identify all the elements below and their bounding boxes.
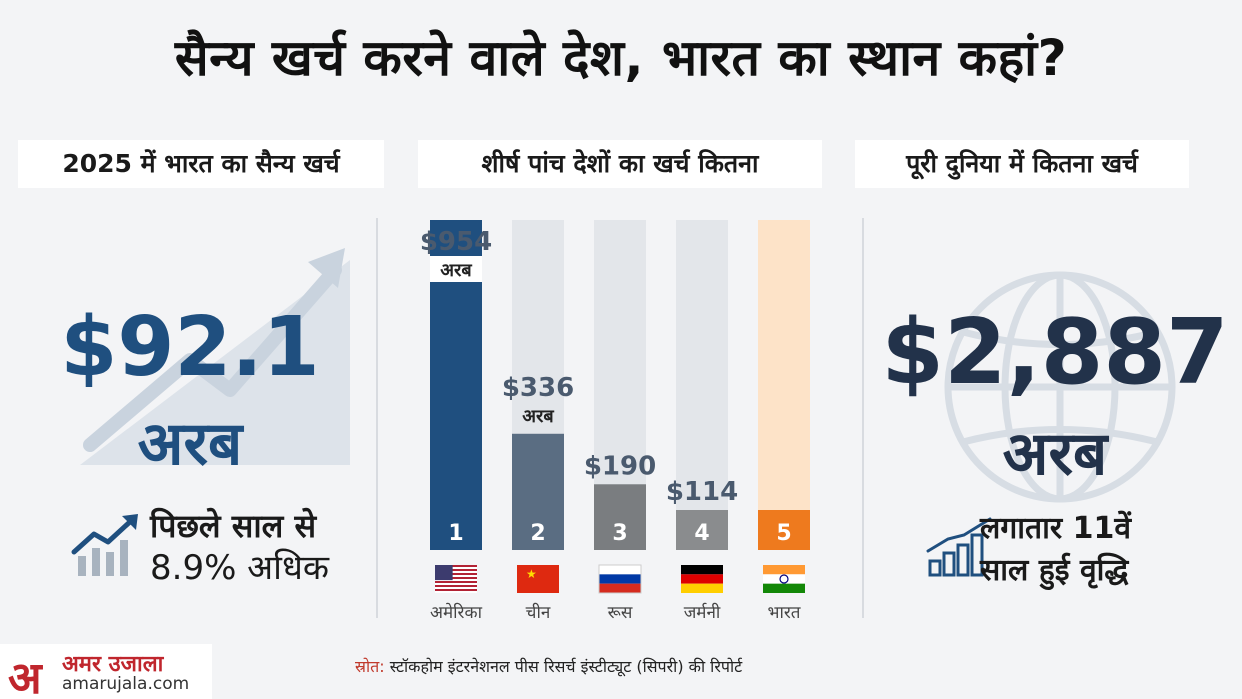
bar-rank-label: 3: [612, 521, 627, 546]
country-name-label: अमेरिका: [430, 602, 483, 623]
source-note: स्रोत: स्टॉकहोम इंटरनेशनल पीस रिसर्च इंस…: [355, 655, 742, 677]
country-name-label: जर्मनी: [684, 602, 721, 623]
bar: [594, 484, 646, 550]
bar-unit-label: अरब: [522, 406, 554, 427]
source-text: स्टॉकहोम इंटरनेशनल पीस रिसर्च इंस्टीट्यू…: [389, 657, 743, 676]
bar-growth-icon: [926, 517, 992, 577]
growth-chart-icon: [71, 514, 138, 576]
world-growth-line1: लगातार 11वें: [980, 511, 1132, 546]
right-divider: [862, 218, 864, 618]
india-growth-text: पिछले साल से 8.9% अधिक: [150, 505, 370, 589]
india-section-heading: 2025 में भारत का सैन्य खर्च: [18, 140, 384, 188]
bar-rank-label: 4: [694, 521, 709, 546]
source-label: स्रोत:: [355, 657, 385, 676]
bar-value-label: $336: [502, 373, 574, 403]
unit-label-bg: [430, 256, 482, 282]
top5-bar-chart: 1 $954 अरब अमेरिका 2 $336 अरब ★ चीन 3 $190 रूस 4 $114…: [420, 220, 810, 623]
bar-rank-label: 1: [448, 521, 463, 546]
bar: [676, 510, 728, 550]
bar: [758, 510, 810, 550]
india-growth-line1: पिछले साल से: [150, 507, 317, 545]
logo-mark: अ: [8, 653, 42, 699]
amarujala-logo: अ अमर उजाला amarujala.com: [0, 644, 212, 699]
country-name-label: चीन: [526, 602, 551, 623]
bar-track: [758, 220, 810, 550]
logo-url: amarujala.com: [62, 674, 190, 694]
india-spend-value: $92.1: [60, 300, 320, 395]
world-spend-unit: अरब: [1002, 419, 1108, 489]
svg-text:★: ★: [526, 567, 537, 581]
trend-arrow-icon: [80, 248, 350, 465]
india-flag-icon: [763, 565, 805, 593]
russia-flag-icon: [598, 564, 642, 594]
logo-name: अमर उजाला: [62, 652, 164, 677]
top5-section-heading: शीर्ष पांच देशों का खर्च कितना: [418, 140, 822, 188]
world-growth-text: लगातार 11वें साल हुई वृद्धि: [980, 508, 1230, 592]
bar-unit-label: अरब: [440, 260, 472, 281]
world-spend-value: $2,887: [881, 300, 1229, 405]
bar-value-label: $954: [420, 227, 492, 257]
bar: [512, 433, 564, 550]
bar-rank-label: 5: [776, 521, 791, 546]
us-flag-icon: [435, 565, 477, 593]
world-section-heading: पूरी दुनिया में कितना खर्च: [855, 140, 1189, 188]
left-divider: [376, 218, 378, 618]
india-spend-unit: अरब: [137, 409, 243, 479]
bar-rank-label: 2: [530, 521, 545, 546]
bar-value-label: $190: [584, 451, 656, 481]
country-name-label: रूस: [608, 603, 633, 623]
india-growth-line2: 8.9% अधिक: [150, 548, 329, 588]
germany-flag-icon: [681, 565, 723, 593]
page-title: सैन्य खर्च करने वाले देश, भारत का स्थान …: [174, 29, 1068, 87]
china-flag-icon: ★: [517, 565, 559, 593]
world-growth-line2: साल हुई वृद्धि: [980, 553, 1129, 588]
bar-value-label: $114: [666, 477, 738, 507]
globe-icon: [944, 271, 1176, 503]
bar-track: [676, 220, 728, 550]
country-name-label: भारत: [768, 603, 801, 623]
